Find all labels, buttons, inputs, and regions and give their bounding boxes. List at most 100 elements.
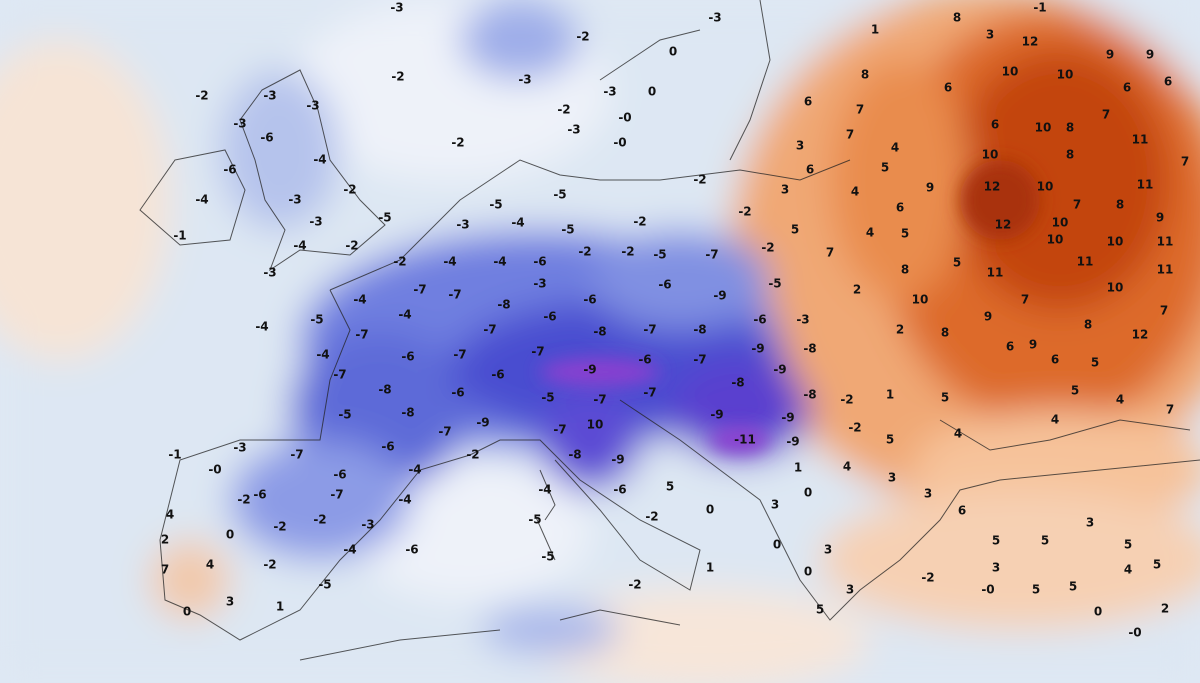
anomaly-label: -4 [313, 153, 326, 167]
anomaly-label: 5 [1091, 356, 1099, 370]
anomaly-label: 2 [1161, 602, 1169, 616]
anomaly-label: -9 [713, 289, 726, 303]
anomaly-label: -7 [693, 353, 706, 367]
anomaly-label: -3 [708, 11, 721, 25]
anomaly-label: 3 [888, 471, 896, 485]
anomaly-label: 11 [1157, 263, 1174, 277]
anomaly-label: 3 [771, 498, 779, 512]
anomaly-label: 3 [226, 595, 234, 609]
anomaly-label: 7 [1073, 198, 1081, 212]
anomaly-label: -2 [345, 239, 358, 253]
anomaly-label: 8 [861, 68, 869, 82]
anomaly-label: 2 [161, 533, 169, 547]
anomaly-label: -9 [611, 453, 624, 467]
anomaly-label: -2 [848, 421, 861, 435]
anomaly-label: -3 [309, 215, 322, 229]
anomaly-label: 5 [901, 227, 909, 241]
anomaly-label: 5 [953, 256, 961, 270]
anomaly-label: 6 [1123, 81, 1131, 95]
anomaly-label: 10 [1057, 68, 1074, 82]
anomaly-label: 2 [853, 283, 861, 297]
anomaly-label: -8 [593, 325, 606, 339]
anomaly-label: -2 [921, 571, 934, 585]
anomaly-label: 3 [781, 183, 789, 197]
anomaly-label: -4 [316, 348, 329, 362]
anomaly-label: -7 [355, 328, 368, 342]
anomaly-label: 1 [276, 600, 284, 614]
anomaly-label: 7 [1166, 403, 1174, 417]
anomaly-label: 0 [648, 85, 656, 99]
anomaly-label: 6 [804, 95, 812, 109]
anomaly-label: -5 [378, 211, 391, 225]
anomaly-label: -4 [398, 308, 411, 322]
anomaly-label: 0 [804, 565, 812, 579]
anomaly-label: 7 [826, 246, 834, 260]
anomaly-label: -4 [343, 543, 356, 557]
anomaly-label: -5 [541, 550, 554, 564]
anomaly-label: 3 [1086, 516, 1094, 530]
anomaly-label: 5 [886, 433, 894, 447]
anomaly-label: 4 [1116, 393, 1124, 407]
anomaly-label: 5 [666, 480, 674, 494]
anomaly-label: 7 [1102, 108, 1110, 122]
anomaly-label: 5 [1153, 558, 1161, 572]
anomaly-label: -4 [195, 193, 208, 207]
anomaly-label: -2 [840, 393, 853, 407]
anomaly-label: 5 [816, 603, 824, 617]
anomaly-label: 5 [791, 223, 799, 237]
anomaly-label: 9 [1106, 48, 1114, 62]
anomaly-label: -5 [310, 313, 323, 327]
anomaly-label: 6 [1006, 340, 1014, 354]
anomaly-label: -8 [731, 376, 744, 390]
anomaly-label: 11 [1157, 235, 1174, 249]
anomaly-label: -3 [233, 117, 246, 131]
anomaly-label: -6 [223, 163, 236, 177]
anomaly-label: 7 [856, 103, 864, 117]
anomaly-label: -4 [538, 483, 551, 497]
anomaly-label: 0 [804, 486, 812, 500]
anomaly-label: -7 [553, 423, 566, 437]
anomaly-label: 1 [794, 461, 802, 475]
anomaly-label: -5 [561, 223, 574, 237]
anomaly-label: -6 [658, 278, 671, 292]
anomaly-label: 3 [924, 487, 932, 501]
anomaly-label: 9 [1156, 211, 1164, 225]
anomaly-label: -2 [633, 215, 646, 229]
anomaly-label: 9 [926, 181, 934, 195]
anomaly-label: 4 [1124, 563, 1132, 577]
anomaly-label: -9 [476, 416, 489, 430]
anomaly-label: -7 [448, 288, 461, 302]
anomaly-label: -1 [168, 448, 181, 462]
anomaly-label: -7 [290, 448, 303, 462]
anomaly-label: 9 [984, 310, 992, 324]
anomaly-label: -6 [253, 488, 266, 502]
anomaly-label: -2 [557, 103, 570, 117]
anomaly-label: 10 [1035, 121, 1052, 135]
anomaly-label: -7 [531, 345, 544, 359]
anomaly-label: -3 [518, 73, 531, 87]
anomaly-label: 6 [1051, 353, 1059, 367]
anomaly-label: -8 [693, 323, 706, 337]
anomaly-label: -4 [443, 255, 456, 269]
anomaly-label: 1 [871, 23, 879, 37]
anomaly-label: -2 [578, 245, 591, 259]
anomaly-label: 10 [1002, 65, 1019, 79]
anomaly-label: 10 [1107, 235, 1124, 249]
anomaly-label: 10 [1052, 216, 1069, 230]
anomaly-label: -7 [643, 323, 656, 337]
anomaly-label: 4 [1051, 413, 1059, 427]
anomaly-label: -11 [734, 433, 756, 447]
anomaly-label: -2 [761, 241, 774, 255]
anomaly-label: 6 [944, 81, 952, 95]
anomaly-label: -4 [493, 255, 506, 269]
anomaly-label: -2 [393, 255, 406, 269]
anomaly-label: 5 [1069, 580, 1077, 594]
anomaly-label: -3 [361, 518, 374, 532]
anomaly-label: 5 [1032, 583, 1040, 597]
anomaly-label: 8 [953, 11, 961, 25]
anomaly-label: -9 [751, 342, 764, 356]
anomaly-label: 5 [881, 161, 889, 175]
anomaly-label: -9 [786, 435, 799, 449]
anomaly-label: -6 [533, 255, 546, 269]
